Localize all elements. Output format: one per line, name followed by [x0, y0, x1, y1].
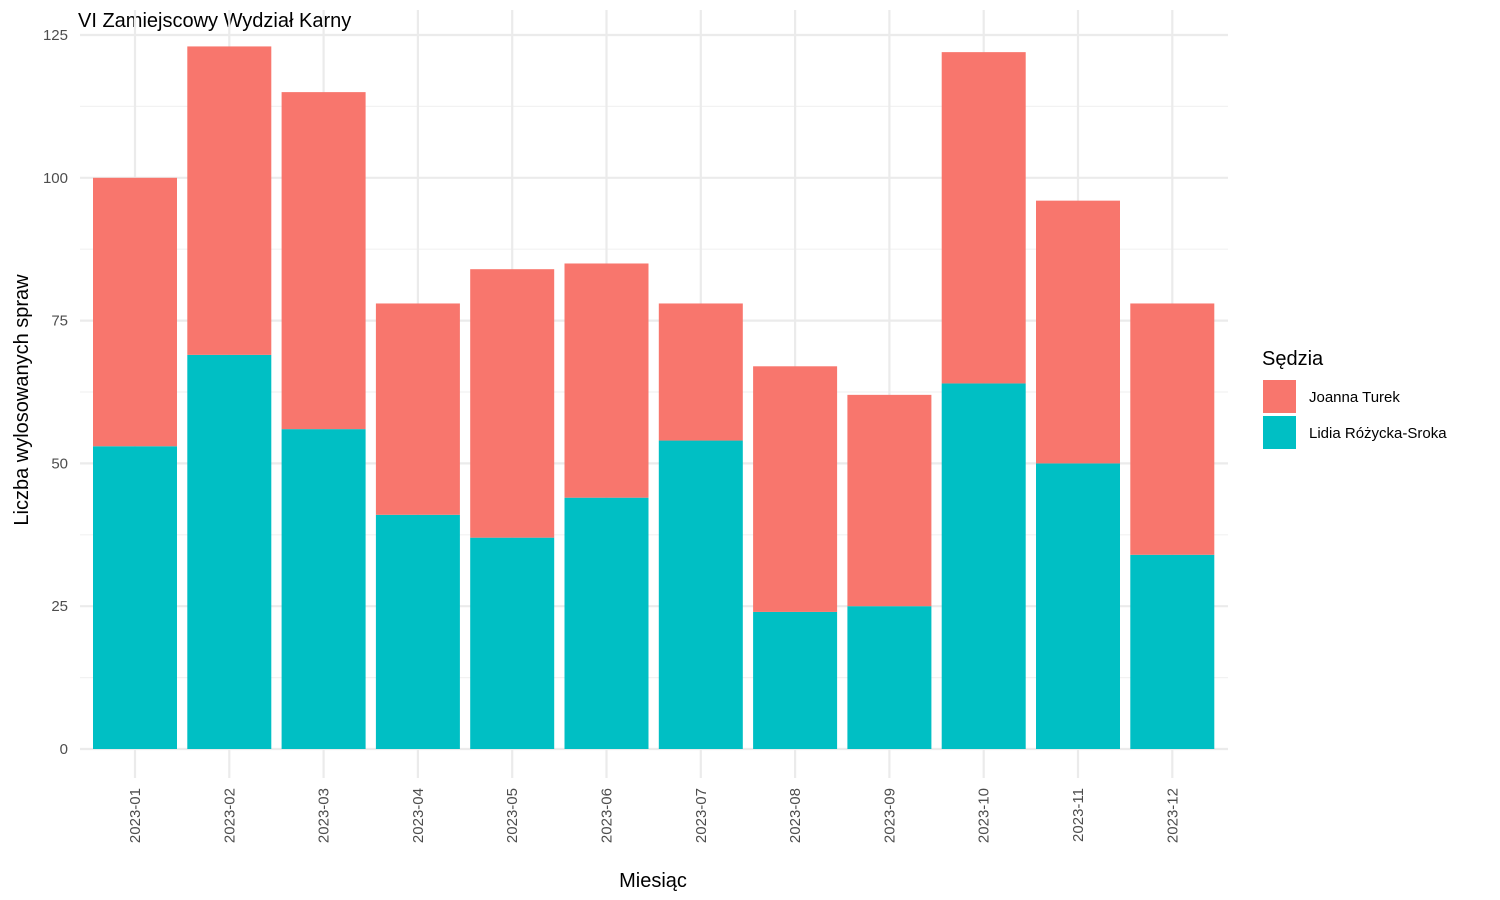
bar-2023-09-series-0 — [847, 606, 932, 749]
bar-2023-12-series-0 — [1130, 554, 1215, 749]
x-tick-label: 2023-07 — [693, 788, 710, 843]
bar-2023-01-series-1 — [93, 177, 177, 447]
legend-label: Joanna Turek — [1309, 389, 1400, 406]
bar-2023-09-series-1 — [847, 394, 932, 607]
bar-2023-02-series-0 — [187, 354, 272, 749]
y-tick-label: 100 — [43, 170, 68, 187]
bar-2023-01-series-0 — [93, 446, 177, 749]
y-tick-label: 50 — [51, 455, 68, 472]
x-tick-label: 2023-05 — [504, 788, 521, 843]
bar-2023-08-series-0 — [753, 611, 838, 749]
x-tick-label: 2023-10 — [976, 788, 993, 843]
x-tick-label: 2023-02 — [221, 788, 238, 843]
bar-2023-06-series-1 — [564, 263, 649, 498]
bar-2023-08-series-1 — [753, 366, 838, 612]
bar-2023-06-series-0 — [564, 497, 649, 749]
bar-2023-07-series-1 — [658, 303, 743, 441]
bar-2023-03-series-1 — [281, 92, 366, 430]
x-tick-label: 2023-08 — [787, 788, 804, 843]
bar-2023-11-series-1 — [1036, 200, 1120, 464]
x-tick-label: 2023-06 — [599, 788, 616, 843]
legend: Sędzia Joanna Turek Lidia Różycka-Sroka — [1262, 348, 1447, 449]
legend-swatch — [1263, 416, 1296, 449]
chart-title: VI Zamiejscowy Wydział Karny — [78, 10, 351, 32]
x-tick-label: 2023-01 — [127, 788, 144, 843]
legend-title: Sędzia — [1262, 348, 1324, 370]
x-tick-label: 2023-11 — [1070, 788, 1087, 842]
bar-2023-07-series-0 — [658, 440, 743, 749]
x-tick-label: 2023-12 — [1164, 788, 1181, 843]
bar-2023-12-series-1 — [1130, 303, 1215, 555]
bar-2023-04-series-1 — [375, 303, 460, 515]
bar-2023-02-series-1 — [187, 46, 272, 355]
y-tick-label: 0 — [60, 741, 68, 758]
legend-label: Lidia Różycka-Sroka — [1309, 425, 1447, 442]
bar-2023-04-series-0 — [375, 514, 460, 749]
bar-2023-05-series-1 — [470, 269, 555, 538]
y-tick-label: 25 — [51, 598, 68, 615]
y-tick-label: 75 — [51, 313, 68, 330]
bar-2023-10-series-1 — [941, 52, 1026, 384]
legend-swatch — [1263, 380, 1296, 413]
x-axis-title: Miesiąc — [619, 870, 687, 892]
x-tick-label: 2023-04 — [410, 788, 427, 843]
y-axis-title: Liczba wylosowanych spraw — [11, 274, 33, 526]
x-tick-label: 2023-03 — [316, 788, 333, 843]
bar-2023-03-series-0 — [281, 429, 366, 749]
y-tick-label: 125 — [43, 27, 68, 44]
bar-2023-11-series-0 — [1036, 463, 1120, 749]
bars — [93, 46, 1215, 749]
bar-2023-05-series-0 — [470, 537, 555, 749]
y-axis-ticks: 0 25 50 75 100 125 — [43, 27, 68, 758]
x-tick-label: 2023-09 — [881, 788, 898, 843]
x-axis-ticks: 2023-01 2023-02 2023-03 2023-04 2023-05 2023-… — [127, 788, 1181, 843]
bar-2023-10-series-0 — [941, 383, 1026, 749]
